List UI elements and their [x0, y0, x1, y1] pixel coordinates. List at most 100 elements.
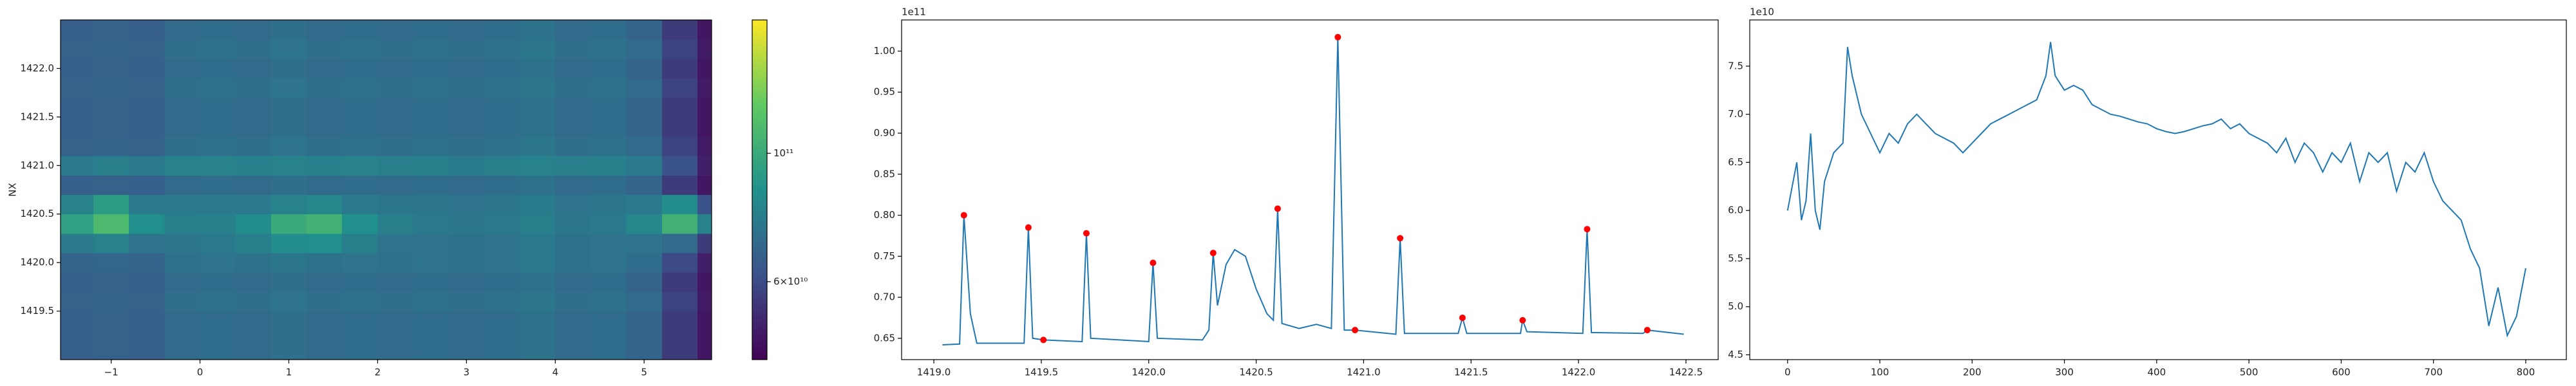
heatmap-cell — [555, 253, 591, 273]
heatmap-cell — [270, 272, 307, 292]
heatmap-cell — [377, 311, 414, 331]
heatmap-cell — [626, 175, 663, 196]
heatmap-cell — [342, 78, 378, 98]
heatmap-cell — [413, 272, 450, 292]
heatmap-cell — [164, 311, 201, 331]
heatmap-cell — [661, 311, 698, 331]
y-tick-label: 1419.5 — [21, 305, 55, 317]
heatmap-cell — [200, 78, 236, 98]
heatmap-cell — [591, 330, 627, 360]
data-line — [1786, 42, 2526, 338]
x-tick-label: 500 — [2240, 367, 2259, 378]
y-offset-label: 1e11 — [902, 6, 926, 18]
heatmap-cell — [413, 194, 450, 215]
heatmap-cell — [164, 330, 201, 360]
heatmap-cell — [520, 78, 556, 98]
heatmap-cell — [342, 59, 378, 79]
heatmap-cell — [200, 97, 236, 118]
heatmap-cell — [661, 20, 698, 40]
heatmap-cell — [200, 20, 236, 40]
peak-marker — [1334, 33, 1341, 41]
y-tick-label: 0.85 — [874, 168, 895, 179]
heatmap-cell — [342, 233, 378, 253]
heatmap-cell — [129, 311, 165, 331]
heatmap-cell — [520, 20, 556, 40]
heatmap-cell — [555, 20, 591, 40]
heatmap-cell — [235, 116, 272, 137]
heatmap-cell — [270, 97, 307, 118]
heatmap-cell — [61, 272, 94, 292]
heatmap-cell — [307, 97, 343, 118]
heatmap-cell — [591, 214, 627, 234]
heatmap-cell — [129, 39, 165, 59]
heatmap-cell — [270, 39, 307, 59]
heatmap-cell — [555, 97, 591, 118]
heatmap-cell — [93, 97, 129, 118]
x-tick-label: 700 — [2424, 367, 2443, 378]
heatmap-cell — [448, 311, 485, 331]
heatmap-cell — [661, 116, 698, 137]
y-tick-label: 0.90 — [874, 127, 895, 139]
heatmap-cell — [200, 291, 236, 312]
heatmap-cell — [235, 97, 272, 118]
heatmap-cell — [555, 330, 591, 360]
heatmap-cell — [661, 291, 698, 312]
x-tick-label: 1420.0 — [1132, 367, 1166, 378]
heatmap-cell — [484, 78, 520, 98]
heatmap-cell — [307, 175, 343, 196]
heatmap-cell — [235, 78, 272, 98]
heatmap-cell — [697, 97, 712, 118]
heatmap-cell — [200, 214, 236, 234]
heatmap-cell — [342, 175, 378, 196]
heatmap-cell — [61, 253, 94, 273]
heatmap-cell — [484, 233, 520, 253]
heatmap-cell — [61, 291, 94, 312]
heatmap-cell — [520, 175, 556, 196]
heatmap-cell — [484, 116, 520, 137]
heatmap-cell — [307, 59, 343, 79]
heatmap-cell — [200, 156, 236, 176]
heatmap-cell — [235, 20, 272, 40]
heatmap-cell — [591, 175, 627, 196]
heatmap-cell — [697, 39, 712, 59]
heatmap-cell — [307, 116, 343, 137]
heatmap-cell — [164, 59, 201, 79]
heatmap-cell — [626, 59, 663, 79]
heatmap-cell — [661, 97, 698, 118]
y-tick-label: 7.0 — [1728, 108, 1743, 120]
heatmap-cell — [164, 291, 201, 312]
heatmap-cell — [377, 78, 414, 98]
heatmap-cell — [200, 253, 236, 273]
heatmap-cell — [661, 194, 698, 215]
heatmap-cell — [93, 175, 129, 196]
heatmap-cell — [93, 136, 129, 156]
heatmap-cell — [342, 272, 378, 292]
heatmap-cell — [342, 136, 378, 156]
heatmap-cell — [129, 330, 165, 360]
heatmap-cell — [555, 116, 591, 137]
heatmap-cell — [307, 330, 343, 360]
heatmap-cell — [129, 233, 165, 253]
heatmap-cell — [342, 194, 378, 215]
heatmap-cell — [342, 291, 378, 312]
x-tick-label: 3 — [464, 367, 470, 378]
x-tick-label: 1 — [286, 367, 292, 378]
peak-marker — [960, 212, 967, 219]
heatmap-cell — [164, 78, 201, 98]
heatmap-cell — [61, 78, 94, 98]
peak-marker — [1040, 336, 1047, 344]
heatmap-cell — [448, 233, 485, 253]
heatmap-cell — [484, 330, 520, 360]
heatmap-cell — [93, 311, 129, 331]
heatmap-cell — [520, 156, 556, 176]
heatmap-cell — [270, 136, 307, 156]
heatmap-cell — [200, 194, 236, 215]
y-tick-label: 6.5 — [1728, 156, 1743, 168]
heatmap-cell — [626, 20, 663, 40]
x-tick-label: 100 — [1871, 367, 1889, 378]
heatmap-cell — [661, 175, 698, 196]
heatmap-cell — [235, 214, 272, 234]
heatmap-cell — [591, 97, 627, 118]
heatmap-cell — [93, 272, 129, 292]
heatmap-cell — [520, 272, 556, 292]
